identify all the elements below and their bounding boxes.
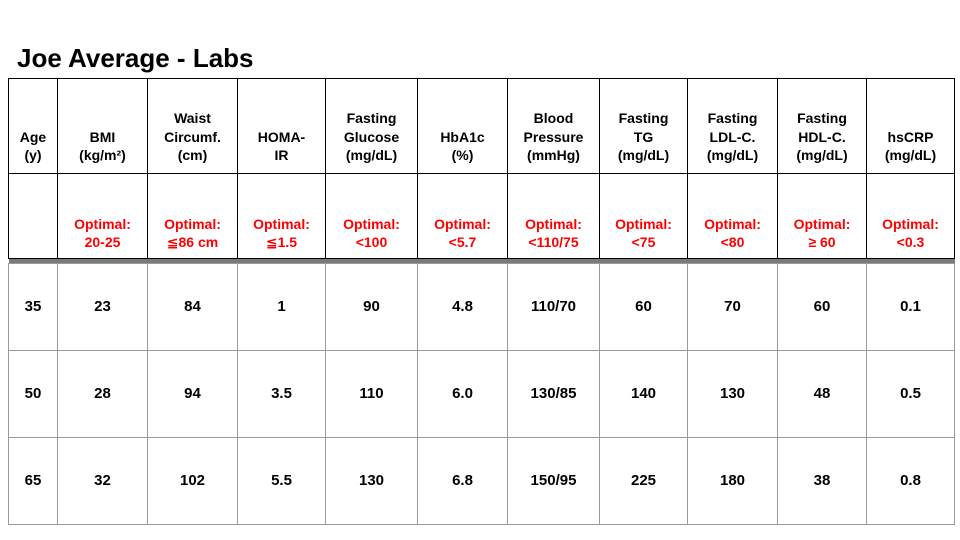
cell-bmi: 32 — [57, 437, 148, 525]
header-row: Age (y) BMI (kg/m²) Waist Circumf. (cm) … — [8, 78, 955, 174]
cell-blood-pressure: 130/85 — [507, 350, 600, 438]
table-row-age-50: 50 28 94 3.5 110 6.0 130/85 140 130 48 0… — [8, 350, 955, 438]
cell-blood-pressure: 150/95 — [507, 437, 600, 525]
col-header-fasting-glucose: Fasting Glucose (mg/dL) — [325, 78, 418, 174]
col-header-homa-ir: HOMA- IR — [237, 78, 326, 174]
optimal-hscrp: Optimal: <0.3 — [866, 173, 955, 259]
optimal-fasting-ldl: Optimal: <80 — [687, 173, 778, 259]
cell-hba1c: 6.0 — [417, 350, 508, 438]
col-header-fasting-tg: Fasting TG (mg/dL) — [599, 78, 688, 174]
optimal-hba1c: Optimal: <5.7 — [417, 173, 508, 259]
thick-separator — [8, 258, 955, 264]
col-header-blood-pressure: Blood Pressure (mmHg) — [507, 78, 600, 174]
col-header-hba1c: HbA1c (%) — [417, 78, 508, 174]
cell-fasting-tg: 225 — [599, 437, 688, 525]
col-header-waist-circumf: Waist Circumf. (cm) — [147, 78, 238, 174]
cell-blood-pressure: 110/70 — [507, 263, 600, 351]
cell-fasting-tg: 60 — [599, 263, 688, 351]
labs-table: Age (y) BMI (kg/m²) Waist Circumf. (cm) … — [8, 78, 955, 525]
col-header-bmi: BMI (kg/m²) — [57, 78, 148, 174]
cell-age: 50 — [8, 350, 58, 438]
cell-fasting-ldl: 180 — [687, 437, 778, 525]
optimal-row: Optimal: 20-25 Optimal: ≦86 cm Optimal: … — [8, 173, 955, 259]
table-row-age-65: 65 32 102 5.5 130 6.8 150/95 225 180 38 … — [8, 437, 955, 525]
cell-hba1c: 6.8 — [417, 437, 508, 525]
optimal-fasting-hdl: Optimal: ≥ 60 — [777, 173, 867, 259]
cell-fasting-glucose: 90 — [325, 263, 418, 351]
cell-fasting-hdl: 60 — [777, 263, 867, 351]
optimal-fasting-tg: Optimal: <75 — [599, 173, 688, 259]
cell-bmi: 23 — [57, 263, 148, 351]
cell-fasting-ldl: 70 — [687, 263, 778, 351]
cell-homa-ir: 5.5 — [237, 437, 326, 525]
cell-fasting-hdl: 48 — [777, 350, 867, 438]
cell-homa-ir: 3.5 — [237, 350, 326, 438]
col-header-fasting-ldl: Fasting LDL-C. (mg/dL) — [687, 78, 778, 174]
col-header-age: Age (y) — [8, 78, 58, 174]
col-header-hscrp: hsCRP (mg/dL) — [866, 78, 955, 174]
cell-fasting-glucose: 130 — [325, 437, 418, 525]
cell-fasting-glucose: 110 — [325, 350, 418, 438]
separator-bar — [8, 258, 955, 264]
col-header-fasting-hdl: Fasting HDL-C. (mg/dL) — [777, 78, 867, 174]
cell-waist-circumf: 94 — [147, 350, 238, 438]
table-row-age-35: 35 23 84 1 90 4.8 110/70 60 70 60 0.1 — [8, 263, 955, 351]
optimal-fasting-glucose: Optimal: <100 — [325, 173, 418, 259]
page-title: Joe Average - Labs — [17, 43, 254, 74]
cell-fasting-ldl: 130 — [687, 350, 778, 438]
cell-waist-circumf: 102 — [147, 437, 238, 525]
optimal-waist-circumf: Optimal: ≦86 cm — [147, 173, 238, 259]
cell-homa-ir: 1 — [237, 263, 326, 351]
cell-hscrp: 0.8 — [866, 437, 955, 525]
cell-fasting-tg: 140 — [599, 350, 688, 438]
cell-bmi: 28 — [57, 350, 148, 438]
cell-hscrp: 0.5 — [866, 350, 955, 438]
optimal-blood-pressure: Optimal: <110/75 — [507, 173, 600, 259]
cell-age: 65 — [8, 437, 58, 525]
cell-hscrp: 0.1 — [866, 263, 955, 351]
cell-hba1c: 4.8 — [417, 263, 508, 351]
cell-age: 35 — [8, 263, 58, 351]
optimal-age — [8, 173, 58, 259]
optimal-homa-ir: Optimal: ≦1.5 — [237, 173, 326, 259]
optimal-bmi: Optimal: 20-25 — [57, 173, 148, 259]
cell-fasting-hdl: 38 — [777, 437, 867, 525]
cell-waist-circumf: 84 — [147, 263, 238, 351]
